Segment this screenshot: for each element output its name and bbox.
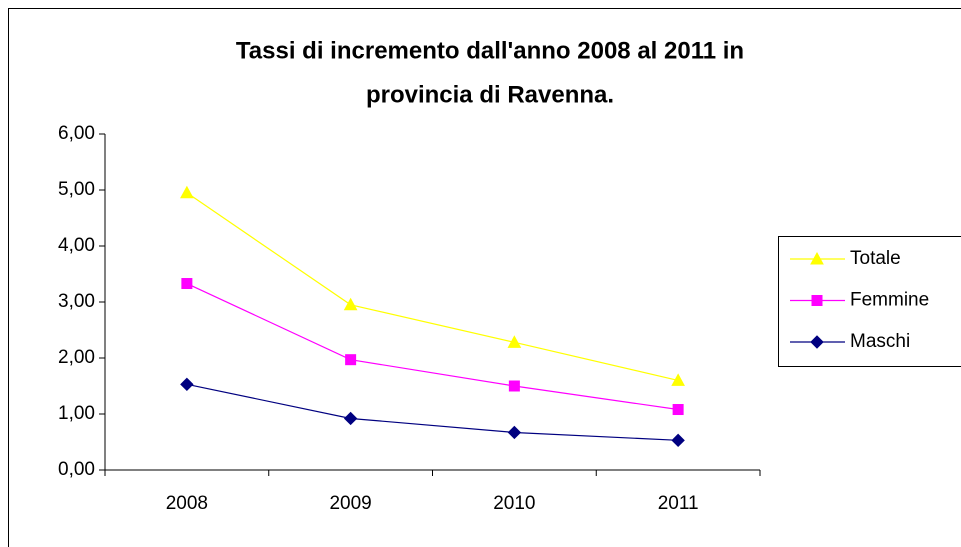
y-tick-label: 0,00 — [58, 459, 95, 480]
data-point — [508, 380, 520, 392]
legend-label: Maschi — [850, 331, 910, 352]
data-point — [671, 373, 685, 386]
y-tick-label: 3,00 — [58, 291, 95, 312]
data-point — [507, 425, 522, 440]
data-point — [671, 433, 685, 448]
legend-box — [778, 236, 961, 367]
data-point — [343, 411, 358, 426]
chart-title: Tassi di incremento dall'anno 2008 al 20… — [236, 37, 744, 64]
legend-marker — [810, 251, 824, 265]
y-tick-label: 4,00 — [58, 235, 95, 256]
data-point — [180, 185, 194, 199]
data-point — [672, 404, 684, 416]
legend-label: Totale — [850, 248, 901, 269]
x-tick-label: 2009 — [329, 493, 371, 514]
data-point — [507, 335, 522, 348]
y-tick-label: 6,00 — [58, 123, 95, 144]
data-point — [345, 354, 357, 366]
series-line — [186, 192, 679, 381]
x-tick-label: 2010 — [493, 493, 535, 514]
y-tick-label: 2,00 — [58, 347, 95, 368]
x-tick-label: 2011 — [658, 493, 699, 514]
data-point — [343, 297, 358, 311]
legend-label: Femmine — [850, 290, 929, 311]
legend-marker — [811, 295, 823, 306]
series-line — [186, 383, 679, 441]
data-point — [181, 278, 193, 290]
y-tick-label: 1,00 — [58, 403, 95, 424]
chart-title: provincia di Ravenna. — [366, 81, 614, 108]
series-line — [186, 282, 679, 411]
y-tick-label: 5,00 — [58, 179, 95, 200]
x-tick-label: 2008 — [166, 493, 208, 514]
data-point — [180, 377, 194, 392]
legend-marker — [810, 335, 824, 349]
